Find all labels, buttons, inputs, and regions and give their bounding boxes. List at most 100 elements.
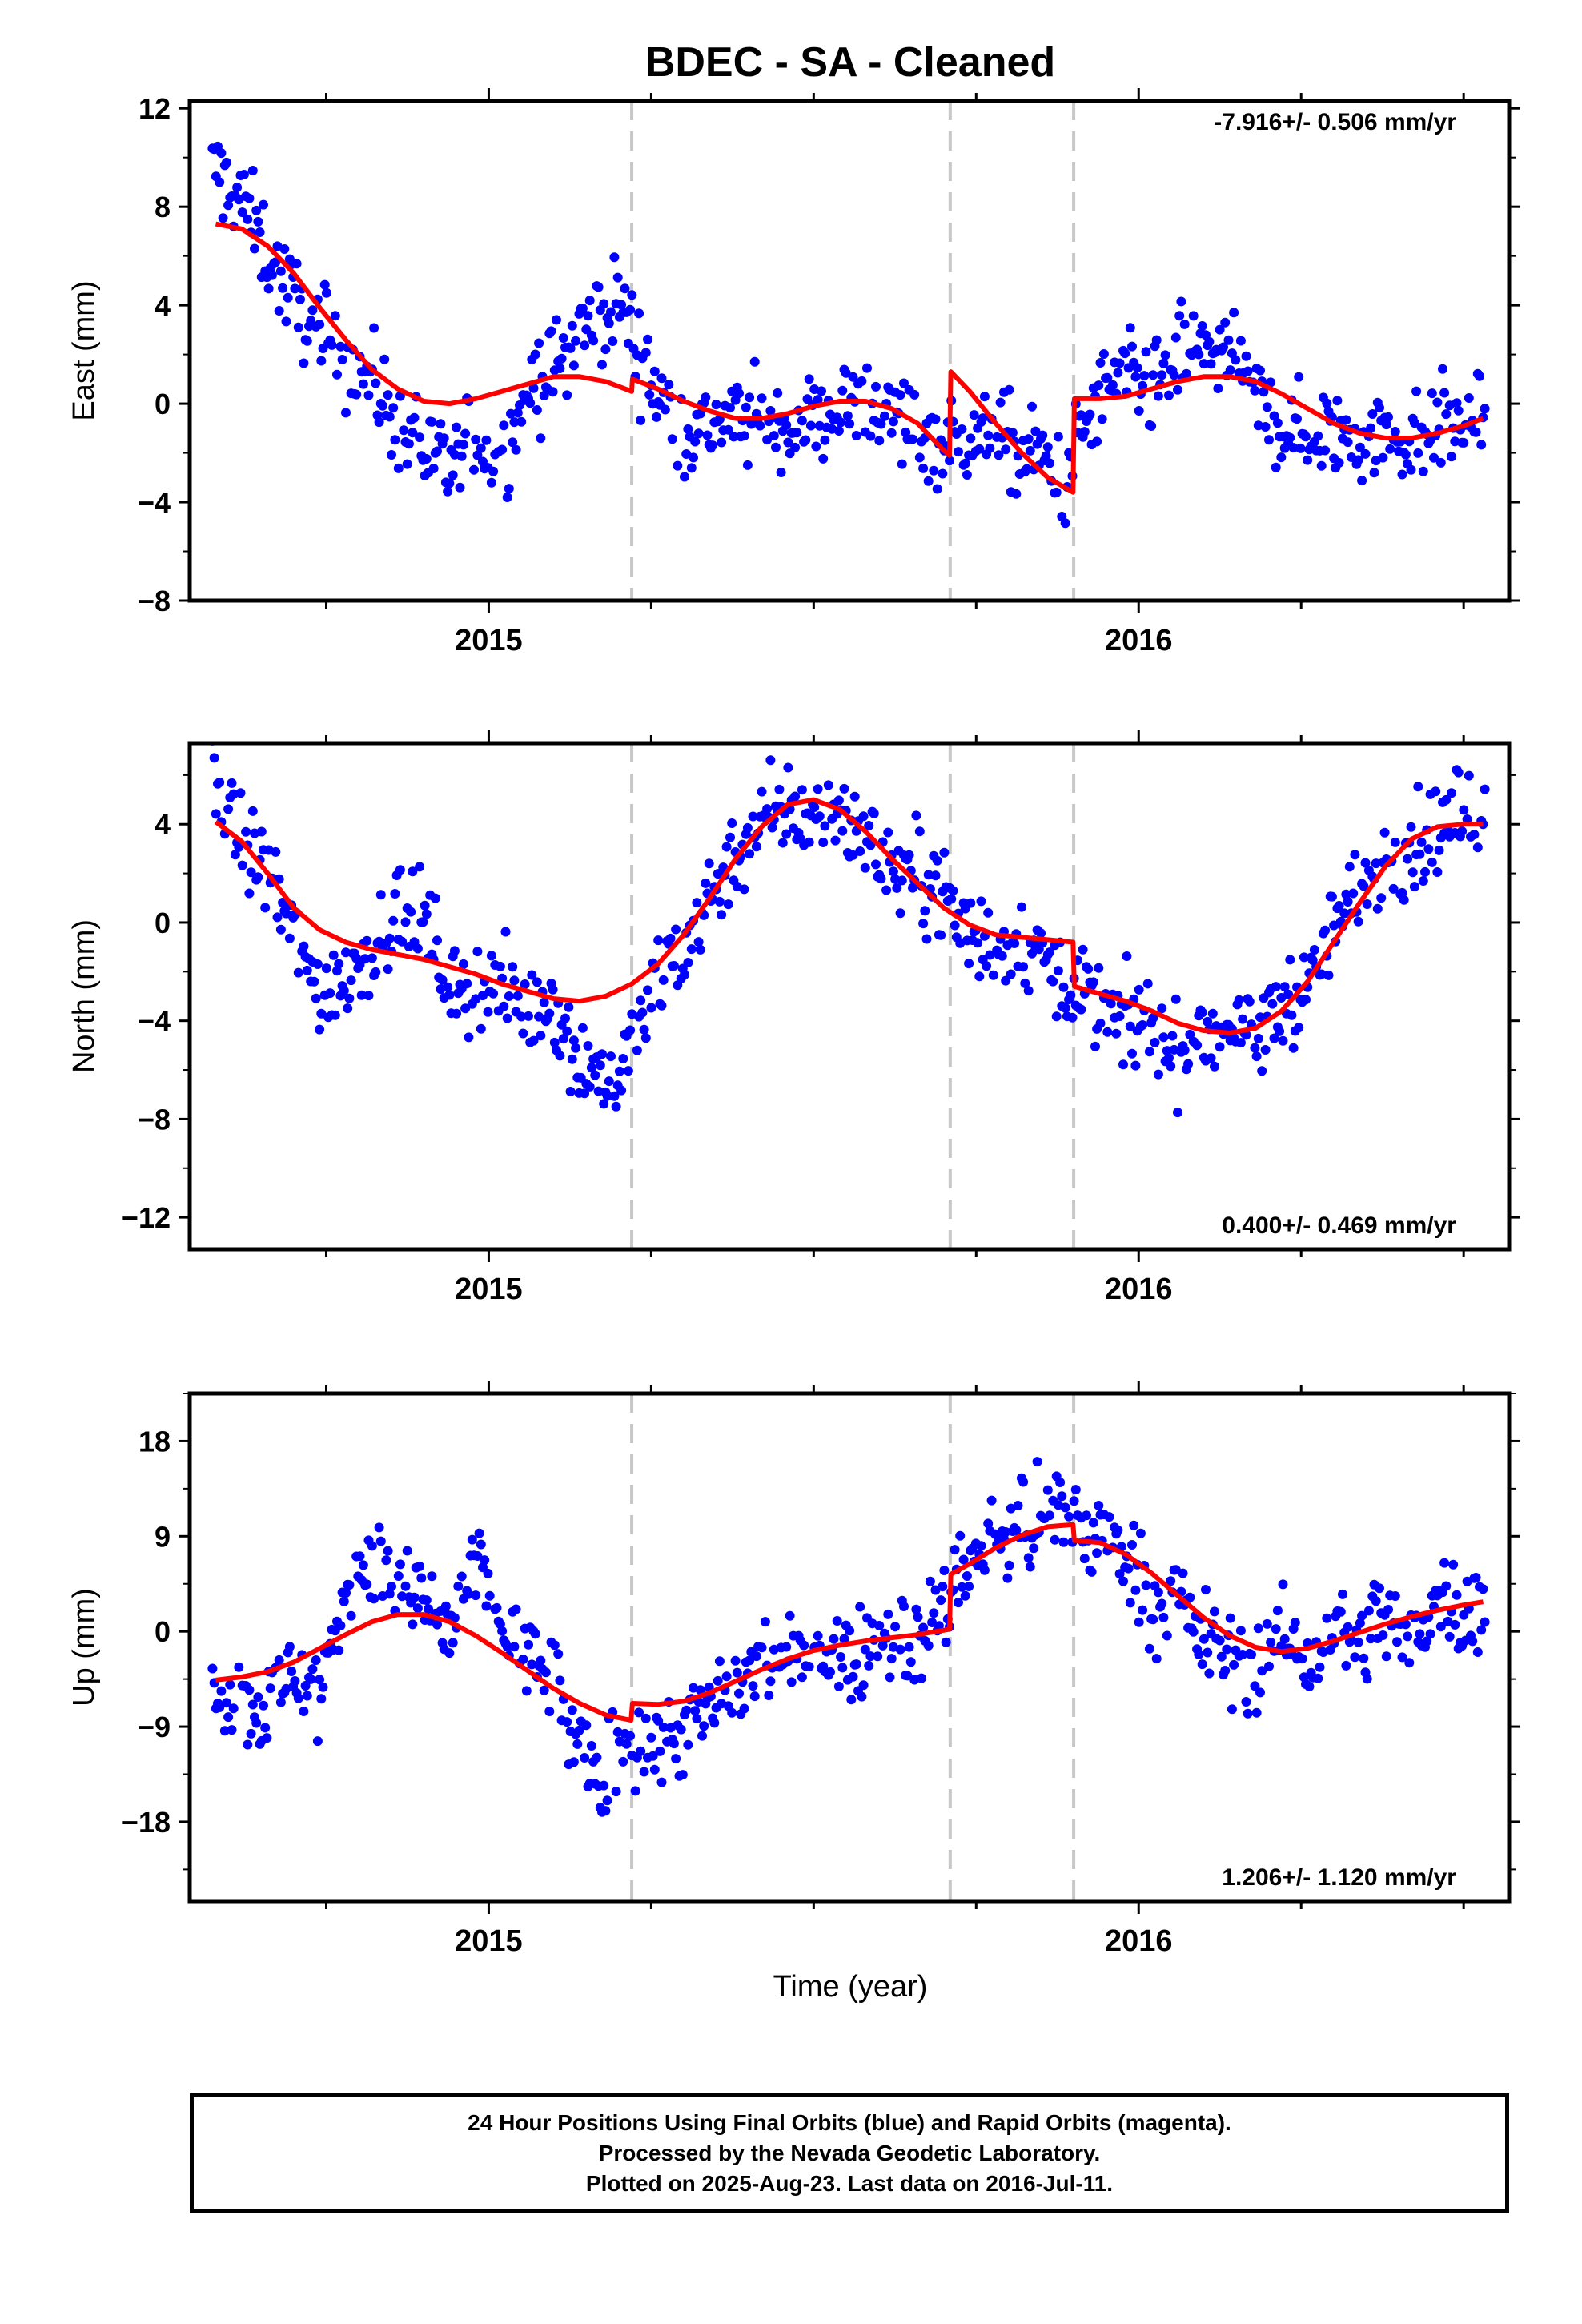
data-point — [387, 1582, 396, 1592]
data-point — [218, 213, 228, 223]
data-point — [476, 443, 486, 453]
data-point — [723, 424, 733, 435]
data-point — [708, 440, 718, 451]
plot-area — [208, 743, 1490, 1249]
data-point — [874, 1621, 885, 1630]
data-point — [1020, 978, 1030, 988]
data-point — [1125, 1598, 1135, 1608]
data-point — [287, 1667, 297, 1676]
data-point — [562, 1717, 572, 1727]
data-point — [845, 1626, 855, 1636]
data-point — [369, 1594, 379, 1604]
data-point — [1098, 349, 1109, 359]
data-point — [1366, 423, 1376, 433]
data-point — [851, 1659, 861, 1670]
data-point — [421, 1595, 432, 1606]
data-point — [1341, 889, 1351, 899]
data-point — [1468, 1636, 1478, 1647]
data-point — [1359, 1653, 1369, 1663]
data-point — [508, 437, 518, 448]
data-point — [1148, 370, 1158, 380]
data-point — [469, 464, 479, 475]
data-point — [1390, 837, 1400, 847]
data-point — [1390, 427, 1400, 436]
data-point — [1339, 908, 1350, 919]
data-point — [757, 786, 767, 797]
data-point — [237, 207, 247, 218]
data-point — [1192, 1040, 1203, 1051]
data-point — [781, 829, 792, 839]
data-point — [567, 1054, 577, 1064]
data-point — [1067, 1012, 1078, 1023]
data-point — [817, 386, 826, 396]
data-point — [1094, 1501, 1104, 1510]
data-point — [1397, 469, 1407, 480]
data-point — [897, 875, 907, 886]
data-point — [960, 1590, 970, 1601]
data-point — [997, 951, 1007, 961]
data-point — [1118, 1059, 1128, 1070]
data-point — [1452, 1590, 1462, 1600]
data-point — [673, 460, 683, 471]
data-point — [415, 432, 425, 443]
data-point — [1243, 366, 1253, 376]
data-point — [418, 917, 428, 927]
data-point — [948, 886, 958, 896]
data-point — [636, 1746, 646, 1756]
data-point — [630, 1786, 640, 1796]
data-point — [1138, 1020, 1148, 1030]
data-point — [873, 1651, 883, 1662]
data-point — [1255, 365, 1265, 376]
data-point — [476, 1023, 486, 1034]
data-point — [1432, 867, 1443, 877]
data-point — [1130, 1585, 1141, 1595]
data-point — [448, 1638, 458, 1648]
data-point — [848, 372, 858, 382]
data-point — [460, 1003, 471, 1014]
data-point — [913, 1612, 923, 1622]
data-point — [502, 1642, 512, 1652]
data-point — [1279, 982, 1290, 992]
data-point — [281, 908, 291, 919]
data-point — [979, 392, 990, 402]
data-point — [440, 1601, 451, 1611]
data-point — [886, 428, 897, 438]
panels: −8 −4 0 4 8 12 2015 2016 East (mm) -7.916+/- 0.50… — [67, 88, 1520, 1958]
data-point — [478, 991, 488, 1001]
data-point — [745, 392, 755, 403]
data-point — [1283, 989, 1294, 999]
data-point — [1272, 1606, 1283, 1616]
data-point — [456, 1571, 467, 1582]
data-point — [1476, 440, 1487, 450]
data-point — [985, 443, 995, 453]
data-point — [1397, 1652, 1407, 1663]
data-point — [701, 392, 711, 403]
data-point — [950, 920, 960, 931]
data-point — [713, 1675, 723, 1686]
data-point — [379, 354, 390, 364]
data-point — [1229, 1659, 1239, 1670]
y-tick-label: 0 — [155, 1615, 171, 1648]
data-point — [1188, 1626, 1199, 1637]
data-point — [1257, 1666, 1267, 1676]
data-point — [1203, 1016, 1213, 1027]
data-point — [1102, 372, 1113, 383]
data-point — [299, 1707, 309, 1716]
data-point — [247, 806, 258, 816]
data-point — [430, 893, 440, 903]
data-point — [283, 292, 293, 303]
data-point — [1025, 1562, 1035, 1572]
footer-line-1: 24 Hour Positions Using Final Orbits (bl… — [468, 2110, 1231, 2135]
data-point — [690, 1706, 701, 1716]
data-point — [260, 903, 271, 913]
y-tick-label: −9 — [138, 1711, 171, 1743]
data-point — [801, 435, 811, 445]
data-point — [862, 363, 872, 373]
data-point — [1448, 1559, 1459, 1570]
data-point — [1353, 455, 1363, 465]
data-point — [1173, 1108, 1182, 1118]
data-point — [825, 1667, 835, 1677]
data-point — [253, 1692, 263, 1703]
data-point — [904, 850, 914, 860]
data-point — [1178, 1568, 1188, 1578]
